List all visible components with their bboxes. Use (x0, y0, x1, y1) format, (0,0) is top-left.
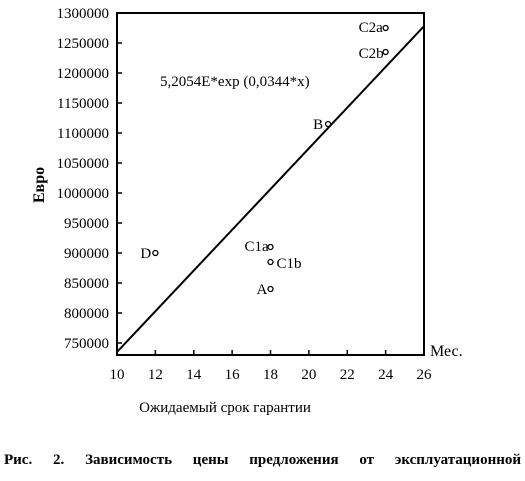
x-axis-unit: Мес. (430, 343, 463, 360)
data-point (267, 243, 274, 251)
point-label: C2b (359, 46, 384, 62)
data-point (152, 249, 159, 257)
x-axis-label: Ожидаемый срок гарантии (139, 400, 311, 416)
x-tick-label: 18 (263, 367, 278, 383)
x-tick-label: 22 (340, 367, 355, 383)
y-tick-label: 750000 (64, 336, 109, 352)
point-label: C1a (245, 239, 270, 255)
y-tick-label: 1100000 (57, 126, 109, 142)
y-tick-label: 900000 (64, 246, 109, 262)
point-label: A (257, 282, 268, 298)
figure-caption: Рис. 2. Зависимость цены предложения от … (4, 452, 521, 468)
chart-svg: 7500008000008500009000009500001000000105… (31, 6, 463, 416)
point-label: D (140, 246, 151, 262)
y-tick-label: 1200000 (57, 66, 110, 82)
x-tick-label: 14 (186, 367, 202, 383)
y-tick-label: 1300000 (57, 6, 110, 22)
data-point (267, 258, 274, 266)
y-tick-label: 800000 (64, 306, 109, 322)
y-tick-label: 950000 (64, 216, 109, 232)
y-tick-label: 1150000 (57, 96, 109, 112)
y-tick-label: 1250000 (57, 36, 110, 52)
data-point (382, 48, 389, 56)
data-point (382, 24, 389, 32)
y-tick-label: 1050000 (57, 156, 110, 172)
point-label: C1b (277, 256, 302, 272)
y-tick-label: 1000000 (57, 186, 110, 202)
x-tick-label: 10 (110, 367, 125, 383)
x-tick-label: 24 (378, 367, 394, 383)
fit-line (116, 25, 425, 353)
fit-equation: 5,2054E*exp (0,0344*x) (160, 74, 310, 90)
y-tick-label: 850000 (64, 276, 109, 292)
y-axis-label: Евро (31, 167, 48, 203)
x-tick-label: 26 (417, 367, 433, 383)
x-tick-label: 16 (225, 367, 241, 383)
point-label: C2a (359, 20, 384, 36)
data-point (267, 285, 274, 293)
x-tick-label: 20 (301, 367, 316, 383)
x-tick-label: 12 (148, 367, 163, 383)
data-point (324, 120, 332, 128)
point-label: B (313, 117, 323, 133)
